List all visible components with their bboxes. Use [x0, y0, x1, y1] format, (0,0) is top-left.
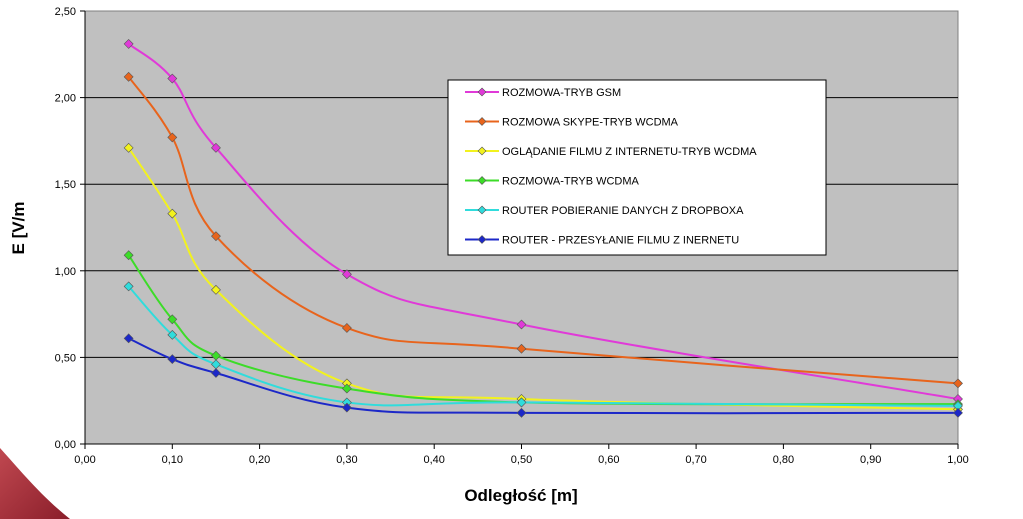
- data-point: [211, 284, 221, 295]
- legend-item: OGLĄDANIE FILMU Z INTERNETU-TRYB WCDMA: [465, 146, 757, 158]
- legend-label: ROZMOWA-TRYB WCDMA: [502, 176, 640, 188]
- legend-swatch-marker: [477, 205, 487, 215]
- decorative-swoosh: [0, 448, 70, 519]
- legend-swatch-marker: [477, 176, 487, 185]
- legend-item: ROZMOWA-TRYB GSM: [465, 87, 621, 99]
- y-axis-title: E [V/m: [9, 202, 28, 255]
- data-point: [167, 73, 178, 84]
- y-tick-label: 1,50: [55, 179, 76, 191]
- series-layer: [123, 38, 963, 418]
- legend-item: ROZMOWA-TRYB WCDMA: [465, 176, 640, 188]
- data-point: [167, 329, 178, 340]
- data-point: [341, 323, 352, 333]
- legend-label: ROZMOWA SKYPE-TRYB WCDMA: [502, 117, 679, 129]
- legend-label: ROZMOWA-TRYB GSM: [502, 87, 621, 99]
- data-point: [211, 231, 221, 242]
- legend-label: OGLĄDANIE FILMU Z INTERNETU-TRYB WCDMA: [502, 146, 757, 158]
- data-point: [211, 142, 221, 153]
- x-tick-label: 0,10: [162, 454, 183, 466]
- data-point: [516, 343, 527, 354]
- data-point: [341, 269, 352, 280]
- x-tick-label: 0,90: [860, 454, 881, 466]
- data-point: [123, 142, 134, 153]
- legend-item: ROUTER POBIERANIE DANYCH Z DROPBOXA: [465, 205, 744, 217]
- data-point: [953, 378, 963, 389]
- axes: [84, 11, 959, 449]
- data-point: [167, 314, 178, 325]
- data-point: [516, 407, 527, 418]
- data-point: [211, 368, 221, 378]
- legend-swatch-marker: [477, 235, 487, 244]
- x-tick-label: 1,00: [947, 454, 968, 466]
- legend-label: ROUTER POBIERANIE DANYCH Z DROPBOXA: [502, 205, 744, 217]
- data-point: [123, 38, 134, 49]
- y-tick-labels: 0,00 0,50 1,00 1,50 2,00 2,50: [55, 6, 76, 451]
- x-axis-title: Odległość [m]: [464, 486, 577, 505]
- legend-swatch-marker: [477, 87, 487, 97]
- legend-item: ROZMOWA SKYPE-TRYB WCDMA: [465, 117, 679, 129]
- data-point: [167, 208, 178, 219]
- y-tick-label: 0,00: [55, 439, 76, 451]
- series-5: [123, 281, 963, 411]
- data-point: [123, 333, 134, 344]
- legend-swatch-marker: [477, 146, 487, 156]
- x-tick-label: 0,20: [249, 454, 270, 466]
- series-line: [128, 337, 959, 415]
- data-point: [341, 402, 352, 413]
- data-point: [123, 281, 134, 292]
- x-tick-label: 0,60: [598, 454, 619, 466]
- x-tick-label: 0,70: [685, 454, 706, 466]
- data-point: [167, 132, 178, 143]
- legend-swatch-marker: [477, 117, 487, 126]
- data-point: [123, 71, 134, 82]
- x-tick-label: 0,40: [423, 454, 444, 466]
- x-tick-label: 0,80: [773, 454, 794, 466]
- data-point: [123, 250, 134, 261]
- x-tick-label: 0,00: [74, 454, 95, 466]
- x-tick-label: 0,50: [511, 454, 532, 466]
- y-tick-label: 2,00: [55, 93, 76, 105]
- y-tick-label: 0,50: [55, 352, 76, 364]
- data-point: [167, 354, 178, 365]
- series-6: [123, 333, 963, 418]
- data-point: [953, 407, 963, 418]
- y-tick-label: 1,00: [55, 266, 76, 278]
- legend-label: ROUTER - PRZESYŁANIE FILMU Z INERNETU: [502, 235, 739, 247]
- series-1: [123, 38, 963, 404]
- data-point: [341, 383, 352, 394]
- data-point: [516, 397, 527, 408]
- data-point: [516, 319, 527, 330]
- x-tick-labels: 0,00 0,10 0,20 0,30 0,40 0,50 0,60 0,70 0,80 0,90…: [74, 454, 968, 466]
- legend-item: ROUTER - PRZESYŁANIE FILMU Z INERNETU: [465, 235, 739, 247]
- legend: ROZMOWA-TRYB GSM ROZMOWA SKYPE-TRYB WCDMA…: [447, 79, 827, 256]
- series-2: [123, 71, 963, 389]
- y-tick-label: 2,50: [55, 6, 76, 18]
- legend-box: [447, 79, 827, 256]
- x-tick-label: 0,30: [336, 454, 357, 466]
